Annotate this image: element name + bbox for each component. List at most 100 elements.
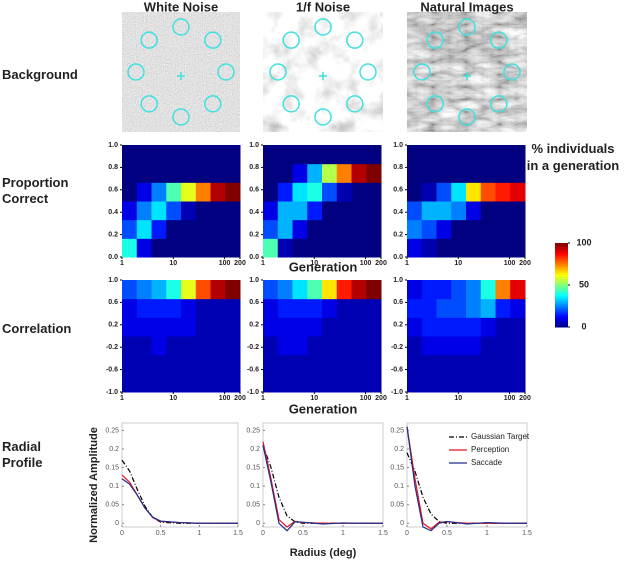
heatmap-cell <box>322 298 338 318</box>
heatmap-cell <box>210 145 226 165</box>
heatmap-cell <box>510 238 526 258</box>
y-tick-label: 0.2 <box>249 322 259 329</box>
heatmap-cell <box>495 219 511 239</box>
target-circle <box>269 63 287 81</box>
heatmap-cell <box>322 336 338 356</box>
y-tick-label: -1.0 <box>391 389 403 396</box>
heatmap-cell <box>151 238 167 258</box>
heatmap-cell <box>351 298 367 318</box>
y-tick-label: 0.6 <box>249 187 259 194</box>
y-tick-label: 0.25 <box>105 427 119 434</box>
heatmap-cell <box>351 354 367 374</box>
target-circle <box>204 31 222 49</box>
heatmap-cell <box>263 373 279 393</box>
target-circle <box>346 95 364 113</box>
heatmap-cell <box>495 317 511 337</box>
heatmap-cell <box>195 317 211 337</box>
x-tick-label: 1 <box>261 395 265 402</box>
heatmap-cell <box>495 163 511 183</box>
heatmap-cell <box>407 145 423 165</box>
column-title: 1/f Noise <box>296 0 350 14</box>
y-tick-label: 0.2 <box>393 322 403 329</box>
colorbar-step <box>555 253 568 257</box>
heatmap-cell <box>136 317 152 337</box>
x-axis-title: Generation <box>289 401 358 416</box>
heatmap-cell <box>307 201 323 221</box>
y-tick-label: 0.8 <box>393 164 403 171</box>
colorbar-step <box>555 251 568 254</box>
heatmap-cell <box>181 373 197 393</box>
x-tick-label: 0 <box>405 530 409 537</box>
heatmap-cell <box>292 219 308 239</box>
x-tick-label: 1 <box>405 260 409 267</box>
x-tick-label: 200 <box>234 260 246 267</box>
heatmap-cell <box>307 373 323 393</box>
target-circle <box>140 31 158 49</box>
target-circles <box>127 18 521 126</box>
y-tick-label: 1.0 <box>393 142 403 149</box>
heatmap-cell <box>480 336 496 356</box>
heatmap-cell <box>336 317 352 337</box>
heatmap-cell <box>181 298 197 318</box>
colorbar-step <box>555 299 568 303</box>
heatmap-cell <box>322 145 338 165</box>
heatmap-cell <box>210 317 226 337</box>
heatmap-cell <box>322 354 338 374</box>
heatmap-cell <box>210 373 226 393</box>
label-line: Correlation <box>2 321 71 336</box>
colorbar-step <box>555 312 568 315</box>
x-tick-label: 1.5 <box>378 530 388 537</box>
heatmap-cell <box>151 354 167 374</box>
heatmap-cell <box>292 145 308 165</box>
heatmap-cell <box>421 182 437 202</box>
y-tick-label: -1.0 <box>247 389 259 396</box>
label-line: Background <box>2 67 78 82</box>
y-axis-title: Normalized Amplitude <box>88 427 100 543</box>
heatmap-cell <box>225 317 241 337</box>
heatmap-cell <box>366 163 382 183</box>
y-tick-label: 0.15 <box>390 464 404 471</box>
heatmap-cell <box>166 280 182 300</box>
target-circle <box>172 18 190 36</box>
label-line: Profile <box>2 455 42 470</box>
x-tick-label: 200 <box>375 395 387 402</box>
x-tick-label: 10 <box>169 395 177 402</box>
y-tick-label: 0.1 <box>250 483 260 490</box>
heatmap-cell <box>277 201 293 221</box>
label: Correlation <box>2 321 71 336</box>
heatmap-cell <box>451 298 467 318</box>
heatmap-cell <box>136 280 152 300</box>
heatmap-cell <box>495 182 511 202</box>
heatmap-cell <box>451 354 467 374</box>
colorbar-step <box>555 295 568 299</box>
series-line <box>262 445 383 524</box>
label: Radial Profile <box>2 439 42 470</box>
y-tick-label: 0.0 <box>393 254 403 261</box>
heatmap-cell <box>407 317 423 337</box>
y-tick-label: 0.8 <box>249 164 259 171</box>
x-tick-label: 0.5 <box>298 530 308 537</box>
target-circle <box>458 108 476 126</box>
y-tick-label: 0.2 <box>108 231 118 238</box>
heatmap-cell <box>495 201 511 221</box>
heatmap-cell <box>263 182 279 202</box>
heatmap-cell <box>336 201 352 221</box>
heatmap-cell <box>277 238 293 258</box>
heatmap-cell <box>480 238 496 258</box>
heatmap-cell <box>307 280 323 300</box>
heatmap-cell <box>210 238 226 258</box>
heatmap-cell <box>421 219 437 239</box>
heatmap-cell <box>151 336 167 356</box>
y-tick-label: 0.15 <box>105 464 119 471</box>
heatmap-cell <box>210 354 226 374</box>
heatmap-cell <box>451 145 467 165</box>
heatmap-cell <box>195 163 211 183</box>
x-tick-label: 0 <box>120 530 124 537</box>
colorbar-step <box>555 255 568 259</box>
y-tick-label: 0.4 <box>393 209 403 216</box>
target-circle <box>282 31 300 49</box>
plot-frame <box>121 422 239 528</box>
heatmap-cell <box>436 373 452 393</box>
x-tick-label: 10 <box>310 395 318 402</box>
